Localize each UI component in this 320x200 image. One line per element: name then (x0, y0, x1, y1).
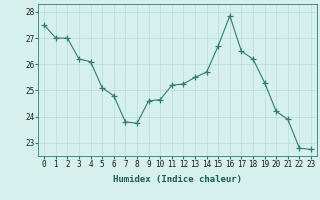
X-axis label: Humidex (Indice chaleur): Humidex (Indice chaleur) (113, 175, 242, 184)
